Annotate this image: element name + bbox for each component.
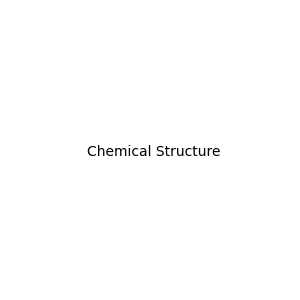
- Text: Chemical Structure: Chemical Structure: [87, 145, 220, 158]
